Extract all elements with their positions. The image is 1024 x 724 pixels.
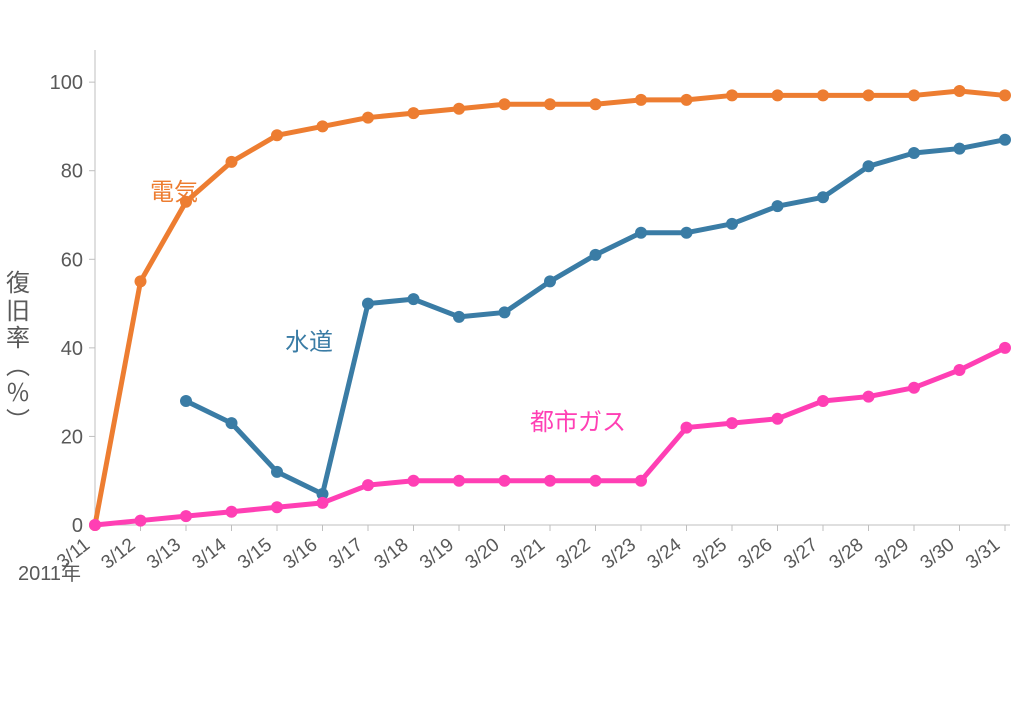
svg-text:3/24: 3/24 bbox=[644, 534, 686, 574]
point-water bbox=[271, 466, 283, 478]
svg-text:3/27: 3/27 bbox=[780, 534, 822, 573]
point-electricity bbox=[271, 129, 283, 141]
point-citygas bbox=[180, 510, 192, 522]
series-citygas bbox=[95, 348, 1005, 525]
svg-text:3/22: 3/22 bbox=[553, 534, 595, 573]
svg-text:3/25: 3/25 bbox=[689, 534, 731, 573]
svg-text:3/20: 3/20 bbox=[462, 534, 504, 573]
point-electricity bbox=[544, 98, 556, 110]
svg-text:3/17: 3/17 bbox=[325, 534, 367, 573]
point-citygas bbox=[226, 506, 238, 518]
point-water bbox=[180, 395, 192, 407]
svg-text:3/30: 3/30 bbox=[917, 534, 959, 573]
point-citygas bbox=[908, 382, 920, 394]
svg-text:40: 40 bbox=[61, 338, 83, 360]
point-citygas bbox=[499, 475, 511, 487]
svg-text:3/14: 3/14 bbox=[189, 534, 231, 574]
point-electricity bbox=[135, 275, 147, 287]
point-water bbox=[726, 218, 738, 230]
svg-text:3/29: 3/29 bbox=[871, 534, 913, 573]
point-water bbox=[362, 298, 374, 310]
series-water bbox=[186, 140, 1005, 494]
point-electricity bbox=[726, 89, 738, 101]
svg-text:3/31: 3/31 bbox=[962, 534, 1004, 573]
point-water bbox=[863, 160, 875, 172]
series-label-citygas: 都市ガス bbox=[530, 409, 626, 436]
chart-svg: 0 20 40 60 80 100 3/113/123/133/143/153/163/17… bbox=[0, 0, 1024, 724]
point-citygas bbox=[954, 364, 966, 376]
point-citygas bbox=[135, 515, 147, 527]
svg-text:0: 0 bbox=[72, 515, 83, 537]
point-citygas bbox=[772, 413, 784, 425]
point-electricity bbox=[362, 112, 374, 124]
point-electricity bbox=[317, 120, 329, 132]
point-citygas bbox=[999, 342, 1011, 354]
point-water bbox=[999, 134, 1011, 146]
svg-text:3/23: 3/23 bbox=[598, 534, 640, 573]
point-electricity bbox=[817, 89, 829, 101]
svg-text:3/12: 3/12 bbox=[98, 534, 140, 573]
point-citygas bbox=[544, 475, 556, 487]
svg-text:3/18: 3/18 bbox=[371, 534, 413, 573]
point-electricity bbox=[772, 89, 784, 101]
point-electricity bbox=[863, 89, 875, 101]
point-water bbox=[499, 306, 511, 318]
svg-text:3/11: 3/11 bbox=[53, 534, 94, 572]
point-citygas bbox=[271, 501, 283, 513]
point-electricity bbox=[681, 94, 693, 106]
point-water bbox=[590, 249, 602, 261]
point-electricity bbox=[453, 103, 465, 115]
point-citygas bbox=[590, 475, 602, 487]
point-electricity bbox=[908, 89, 920, 101]
point-water bbox=[772, 200, 784, 212]
point-water bbox=[635, 227, 647, 239]
point-water bbox=[954, 143, 966, 155]
point-water bbox=[544, 275, 556, 287]
series-label-water: 水道 bbox=[285, 329, 333, 356]
point-electricity bbox=[635, 94, 647, 106]
svg-text:80: 80 bbox=[61, 161, 83, 183]
point-citygas bbox=[726, 417, 738, 429]
point-water bbox=[908, 147, 920, 159]
svg-text:3/21: 3/21 bbox=[507, 534, 549, 573]
point-citygas bbox=[317, 497, 329, 509]
svg-text:60: 60 bbox=[61, 249, 83, 271]
point-water bbox=[681, 227, 693, 239]
point-citygas bbox=[817, 395, 829, 407]
svg-text:20: 20 bbox=[61, 426, 83, 448]
point-electricity bbox=[954, 85, 966, 97]
svg-text:3/19: 3/19 bbox=[416, 534, 458, 573]
point-electricity bbox=[499, 98, 511, 110]
series-label-electricity: 電気 bbox=[150, 179, 198, 206]
point-electricity bbox=[226, 156, 238, 168]
point-water bbox=[226, 417, 238, 429]
point-citygas bbox=[408, 475, 420, 487]
point-citygas bbox=[89, 519, 101, 531]
point-citygas bbox=[362, 479, 374, 491]
point-electricity bbox=[408, 107, 420, 119]
point-electricity bbox=[999, 89, 1011, 101]
point-citygas bbox=[863, 391, 875, 403]
svg-text:3/13: 3/13 bbox=[143, 534, 185, 573]
point-citygas bbox=[453, 475, 465, 487]
svg-text:3/16: 3/16 bbox=[280, 534, 322, 573]
point-electricity bbox=[590, 98, 602, 110]
point-water bbox=[408, 293, 420, 305]
svg-text:3/28: 3/28 bbox=[826, 534, 868, 573]
svg-text:3/26: 3/26 bbox=[735, 534, 777, 573]
svg-text:3/15: 3/15 bbox=[234, 534, 276, 573]
point-water bbox=[817, 191, 829, 203]
svg-text:100: 100 bbox=[50, 72, 83, 94]
recovery-rate-chart: 復旧率︵％︶ 2011年 0204060801003/113/123/133/1… bbox=[0, 0, 1024, 724]
point-water bbox=[453, 311, 465, 323]
point-citygas bbox=[681, 422, 693, 434]
point-citygas bbox=[635, 475, 647, 487]
